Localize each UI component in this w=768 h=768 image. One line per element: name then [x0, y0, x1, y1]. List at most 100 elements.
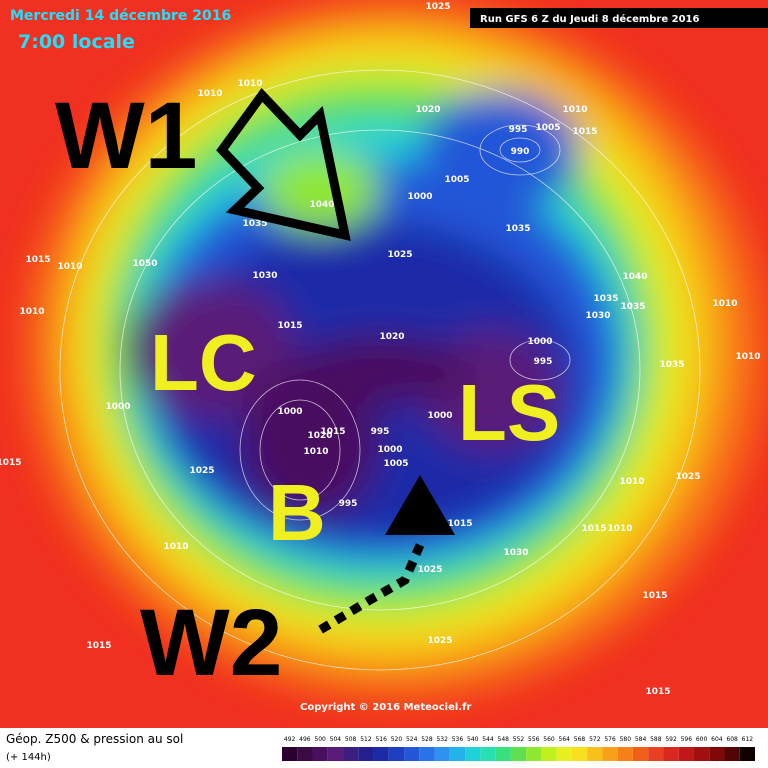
- isobar-label: 1040: [622, 272, 647, 282]
- isobar-label: 1010: [619, 477, 644, 487]
- isobar-label: 1035: [242, 219, 267, 229]
- legend-title: Géop. Z500 & pression au sol: [6, 732, 183, 746]
- w2-annotation: W2: [140, 590, 283, 696]
- isobar-label: 1000: [407, 192, 432, 202]
- lc-annotation: LC: [150, 318, 257, 407]
- run-box: [470, 8, 768, 28]
- scale-swatch: [526, 747, 542, 761]
- isobar-label: 1025: [189, 466, 214, 476]
- scale-swatch: [373, 747, 389, 761]
- scale-swatch: [358, 747, 374, 761]
- isobar-label: 1010: [562, 105, 587, 115]
- ls-annotation: LS: [458, 368, 560, 457]
- scale-swatch: [327, 747, 344, 761]
- isobar-label: 1010: [303, 447, 328, 457]
- isobar-label: 1035: [620, 302, 645, 312]
- scale-label: 560: [543, 736, 555, 743]
- scale-swatch: [541, 747, 557, 761]
- scale-label: 588: [650, 736, 662, 743]
- isobar-label: 1005: [383, 459, 408, 469]
- isobar-label: 1020: [379, 332, 404, 342]
- isobar-label: 1025: [675, 472, 700, 482]
- scale-swatch: [495, 747, 511, 761]
- isobar-label: 990: [511, 147, 530, 157]
- isobar-labels: 1025 1010 1010 1020 1010 1005 1015 995 990 1005 10…: [0, 2, 761, 697]
- scale-swatch: [571, 747, 588, 761]
- isobar-label: 1010: [197, 89, 222, 99]
- scale-label: 596: [681, 736, 693, 743]
- isobar-label: 1020: [415, 105, 440, 115]
- scale-label: 580: [620, 736, 632, 743]
- copyright: Copyright © 2016 Meteociel.fr: [300, 702, 471, 713]
- isobar-label: 1025: [425, 2, 450, 12]
- scale-label: 512: [360, 736, 372, 743]
- ridge-triangle: [385, 475, 455, 535]
- isobar-label: 1010: [57, 262, 82, 272]
- isobar-label: 1015: [645, 687, 670, 697]
- scale-label: 532: [436, 736, 448, 743]
- isobar-label: 1010: [607, 524, 632, 534]
- scale-label: 584: [635, 736, 647, 743]
- scale-label: 568: [574, 736, 586, 743]
- isobar-label: 1015: [572, 127, 597, 137]
- isobar-label: 1000: [377, 445, 402, 455]
- w1-arrow: [216, 87, 351, 241]
- date-label: Mercredi 14 décembre 2016: [10, 8, 231, 24]
- isobar-label: 1025: [427, 636, 452, 646]
- scale-swatch: [312, 747, 328, 761]
- scale-swatch: [282, 747, 298, 761]
- scale-swatch: [343, 747, 359, 761]
- scale-label: 604: [711, 736, 723, 743]
- isobars: [59, 69, 701, 671]
- isobar-label: 1035: [505, 224, 530, 234]
- scale-label: 548: [498, 736, 510, 743]
- scale-label: 544: [482, 736, 494, 743]
- scale-label: 496: [299, 736, 311, 743]
- isobar-label: 995: [339, 499, 358, 509]
- scale-label: 536: [452, 736, 464, 743]
- time-label: 7:00 locale: [18, 31, 135, 53]
- isobar-label: 995: [509, 125, 528, 135]
- isobar-label: 1010: [163, 542, 188, 552]
- scale-label: 528: [421, 736, 433, 743]
- scale-label: 576: [604, 736, 616, 743]
- scale-label: 540: [467, 736, 479, 743]
- scale-swatch: [587, 747, 603, 761]
- isobar-label: 995: [534, 357, 553, 367]
- scale-swatch: [663, 747, 679, 761]
- isobar-label: 1015: [642, 591, 667, 601]
- isobar-label: 1005: [444, 175, 469, 185]
- scale-swatch: [724, 747, 740, 761]
- scale-swatch: [632, 747, 649, 761]
- scale-swatch: [739, 747, 755, 761]
- scale-swatch: [556, 747, 572, 761]
- color-scale: 492 496 500 504 508 512 516 520 524 528 532 536 540 5…: [282, 736, 755, 761]
- scale-label: 572: [589, 736, 601, 743]
- isobar-label: 1020: [307, 431, 332, 441]
- scale-swatch: [678, 747, 694, 761]
- scale-swatch: [693, 747, 710, 761]
- isobar-label: 1000: [527, 337, 552, 347]
- isobar-label: 1015: [277, 321, 302, 331]
- isobar-label: 1025: [417, 565, 442, 575]
- scale-label: 564: [559, 736, 571, 743]
- isobar-label: 1000: [105, 402, 130, 412]
- scale-swatch: [419, 747, 435, 761]
- b-annotation: B: [268, 468, 326, 557]
- isobar-label: 995: [371, 427, 390, 437]
- isobar-label: 1035: [659, 360, 684, 370]
- scale-swatch: [480, 747, 496, 761]
- run-label: Run GFS 6 Z du Jeudi 8 décembre 2016: [480, 13, 700, 25]
- isobar-label: 1015: [25, 255, 50, 265]
- scale-label: 516: [375, 736, 387, 743]
- w2-path: [317, 543, 425, 634]
- isobar-label: 1030: [252, 271, 277, 281]
- isobar-label: 1030: [585, 311, 610, 321]
- scale-swatch: [297, 747, 313, 761]
- isobar-label: 1050: [132, 259, 157, 269]
- scale-swatch: [510, 747, 527, 761]
- isobar-label: 1010: [712, 299, 737, 309]
- scale-swatch: [709, 747, 725, 761]
- scale-swatch: [388, 747, 405, 761]
